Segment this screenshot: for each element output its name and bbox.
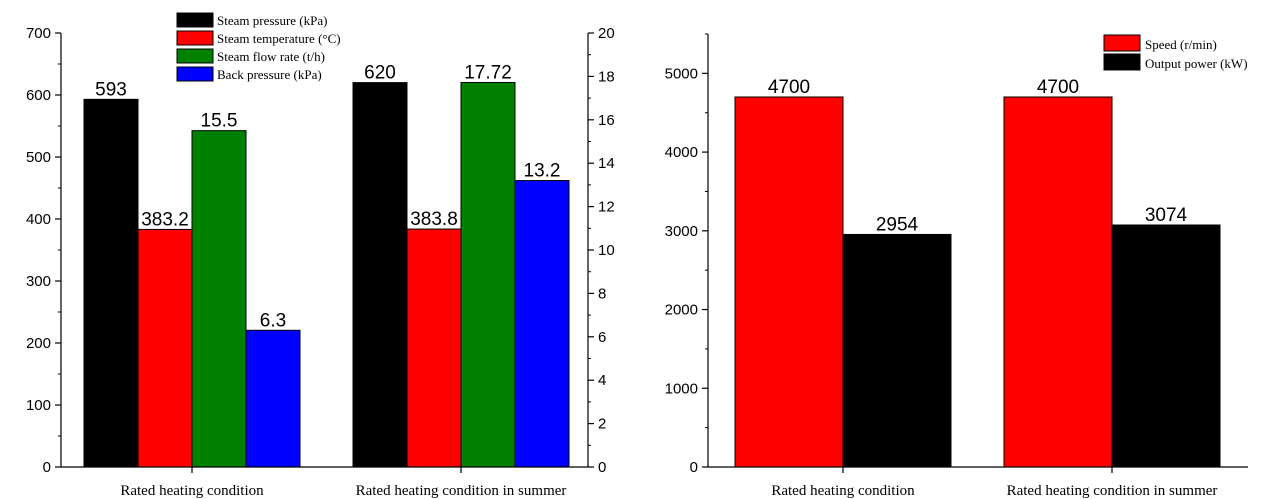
bar-1-category-1 <box>83 98 139 468</box>
bar-2-category-2 <box>406 228 462 468</box>
bar-label-4-category-1: 6.3 <box>260 310 286 331</box>
y2-tick-label: 20 <box>598 25 615 42</box>
bar-label-2-category-2: 3074 <box>1145 205 1188 226</box>
x-category-label: Rated heating condition <box>771 483 915 499</box>
bar-label-1-category-1: 593 <box>95 79 127 100</box>
y2-tick-label: 14 <box>598 155 615 172</box>
x-category-label: Rated heating condition <box>120 483 264 499</box>
y-tick-label: 400 <box>26 211 51 228</box>
y-tick-label: 5000 <box>665 65 698 82</box>
legend-label: Back pressure (kPa) <box>217 67 322 82</box>
y-tick-label: 200 <box>26 335 51 352</box>
bar-label-1-category-2: 620 <box>364 63 396 84</box>
bar-2-category-2 <box>1111 224 1221 468</box>
y2-tick-label: 10 <box>598 242 615 259</box>
bar-1-category-2 <box>1003 96 1113 468</box>
bar-1-category-1 <box>734 96 844 468</box>
y-tick-label: 600 <box>26 87 51 104</box>
bar-2-category-1 <box>842 233 952 468</box>
y-tick-label: 500 <box>26 149 51 166</box>
y-tick-label: 0 <box>43 459 51 476</box>
legend-swatch <box>176 12 214 28</box>
y-tick-label: 300 <box>26 273 51 290</box>
legend-swatch <box>176 30 214 46</box>
legend-label: Output power (kW) <box>1145 56 1248 71</box>
legend-swatch <box>176 48 214 64</box>
bar-label-1-category-1: 4700 <box>768 77 810 98</box>
bar-3-category-2 <box>460 81 516 468</box>
y-tick-label: 1000 <box>665 380 698 397</box>
bar-label-2-category-2: 383.8 <box>410 209 458 230</box>
legend-swatch <box>1103 53 1141 71</box>
bar-label-2-category-1: 383.2 <box>141 209 189 230</box>
legend-label: Steam flow rate (t/h) <box>217 49 325 64</box>
bar-label-4-category-2: 13.2 <box>524 161 561 182</box>
right-chart: 4700 4700 2954 3074 0 1000 2000 3000 4000 5000 Rat… <box>665 33 1248 499</box>
bar-label-3-category-1: 15.5 <box>201 111 238 132</box>
y-tick-label: 0 <box>690 459 698 476</box>
y2-tick-label: 12 <box>598 199 615 216</box>
legend-swatch <box>176 66 214 82</box>
bar-4-category-2 <box>514 180 570 468</box>
legend-label: Steam temperature (°C) <box>217 31 341 46</box>
y2-tick-label: 18 <box>598 68 615 85</box>
x-category-label: Rated heating condition in summer <box>1007 483 1218 499</box>
y2-tick-label: 16 <box>598 112 615 129</box>
bar-label-2-category-1: 2954 <box>876 214 919 235</box>
y2-tick-label: 0 <box>598 459 606 476</box>
bar-label-1-category-2: 4700 <box>1037 77 1079 98</box>
y2-tick-label: 8 <box>598 285 606 302</box>
bar-label-3-category-2: 17.72 <box>464 62 512 83</box>
y2-tick-label: 6 <box>598 329 606 346</box>
legend-label: Steam pressure (kPa) <box>217 13 327 28</box>
y-tick-label: 4000 <box>665 144 698 161</box>
bar-3-category-1 <box>191 130 247 468</box>
legend-label: Speed (r/min) <box>1145 37 1217 52</box>
y-tick-label: 2000 <box>665 302 698 319</box>
y-tick-label: 3000 <box>665 223 698 240</box>
bar-1-category-2 <box>352 82 408 468</box>
bar-4-category-1 <box>245 329 301 468</box>
legend-swatch <box>1103 34 1141 52</box>
x-category-label: Rated heating condition in summer <box>356 483 567 499</box>
y-tick-label: 100 <box>26 397 51 414</box>
y2-tick-label: 2 <box>598 416 606 433</box>
y2-tick-label: 4 <box>598 372 606 389</box>
bar-2-category-1 <box>137 228 193 468</box>
y-tick-label: 700 <box>26 25 51 42</box>
